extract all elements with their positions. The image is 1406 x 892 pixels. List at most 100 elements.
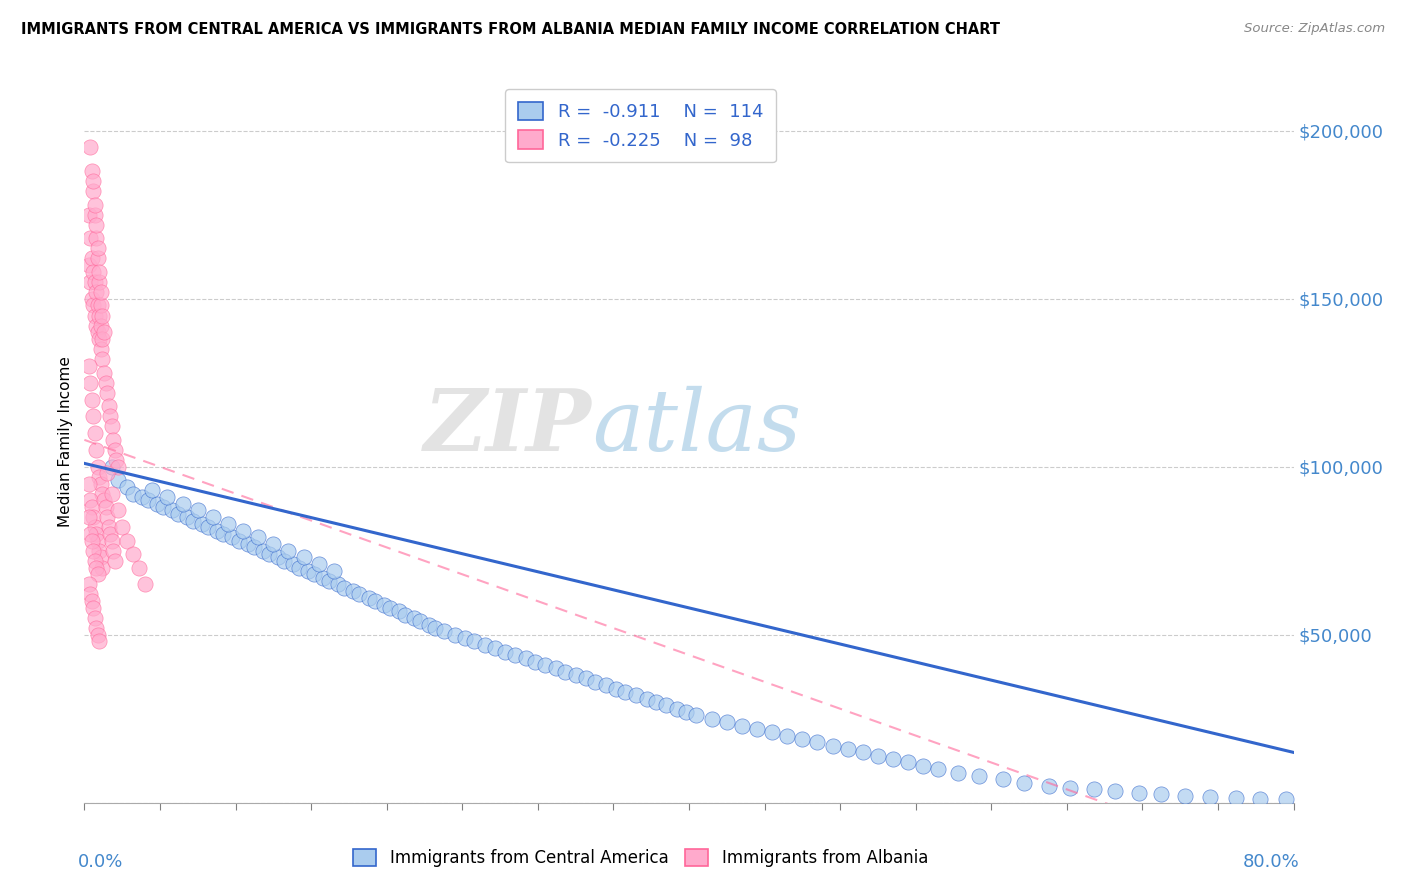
Point [181,514,204,528]
Point [1059,780,1081,795]
Point [655,698,678,713]
Point [146,497,169,511]
Point [115,480,138,494]
Point [87,241,110,255]
Point [946,765,969,780]
Point [156,490,179,504]
Point [201,510,224,524]
Point [503,648,526,662]
Point [84,426,107,441]
Point [82,174,104,188]
Point [318,574,340,588]
Point [80,392,103,407]
Point [212,527,235,541]
Y-axis label: Median Family Income: Median Family Income [58,356,73,527]
Point [93,493,115,508]
Point [302,567,325,582]
Point [1014,775,1036,789]
Point [84,309,107,323]
Point [104,442,127,457]
Point [86,527,108,541]
Point [191,516,214,531]
Point [1104,784,1126,798]
Point [267,550,290,565]
Point [84,275,107,289]
Point [93,366,115,380]
Point [297,564,319,578]
Point [107,473,129,487]
Point [897,756,920,770]
Point [402,611,425,625]
Point [86,560,108,574]
Point [90,318,112,333]
Point [90,476,112,491]
Point [252,543,274,558]
Point [79,140,101,154]
Text: 80.0%: 80.0% [1243,854,1299,871]
Point [624,688,647,702]
Point [91,332,114,346]
Point [515,651,537,665]
Point [866,748,889,763]
Point [101,543,124,558]
Point [128,560,150,574]
Point [575,672,598,686]
Point [221,530,243,544]
Point [101,433,124,447]
Point [187,503,209,517]
Point [373,598,395,612]
Point [605,681,627,696]
Point [357,591,380,605]
Point [90,550,112,565]
Point [91,309,114,323]
Point [761,725,783,739]
Legend: Immigrants from Central America, Immigrants from Albania: Immigrants from Central America, Immigra… [346,842,935,874]
Point [523,655,546,669]
Text: 0.0%: 0.0% [79,854,124,871]
Point [433,624,456,639]
Point [98,527,121,541]
Point [333,581,356,595]
Point [82,184,104,198]
Point [644,695,666,709]
Point [80,533,103,548]
Point [86,285,108,299]
Point [463,634,485,648]
Point [534,658,557,673]
Point [87,326,110,340]
Text: atlas: atlas [592,385,801,468]
Point [82,265,104,279]
Point [277,543,299,558]
Point [288,560,311,574]
Point [716,715,738,730]
Point [86,442,108,457]
Point [312,571,335,585]
Point [77,258,100,272]
Point [388,604,411,618]
Point [595,678,617,692]
Text: Source: ZipAtlas.com: Source: ZipAtlas.com [1244,22,1385,36]
Point [675,705,697,719]
Point [821,739,844,753]
Point [79,527,101,541]
Point [141,483,163,498]
Point [1249,791,1271,805]
Point [79,231,101,245]
Point [96,510,118,524]
Point [90,342,112,356]
Point [89,470,111,484]
Point [107,459,129,474]
Point [394,607,416,622]
Point [82,409,104,424]
Point [96,467,118,481]
Text: IMMIGRANTS FROM CENTRAL AMERICA VS IMMIGRANTS FROM ALBANIA MEDIAN FAMILY INCOME : IMMIGRANTS FROM CENTRAL AMERICA VS IMMIG… [21,22,1000,37]
Point [167,507,190,521]
Point [84,208,107,222]
Point [776,729,799,743]
Point [84,554,107,568]
Point [792,731,814,746]
Point [454,631,477,645]
Point [927,762,949,776]
Point [79,275,101,289]
Point [121,547,143,561]
